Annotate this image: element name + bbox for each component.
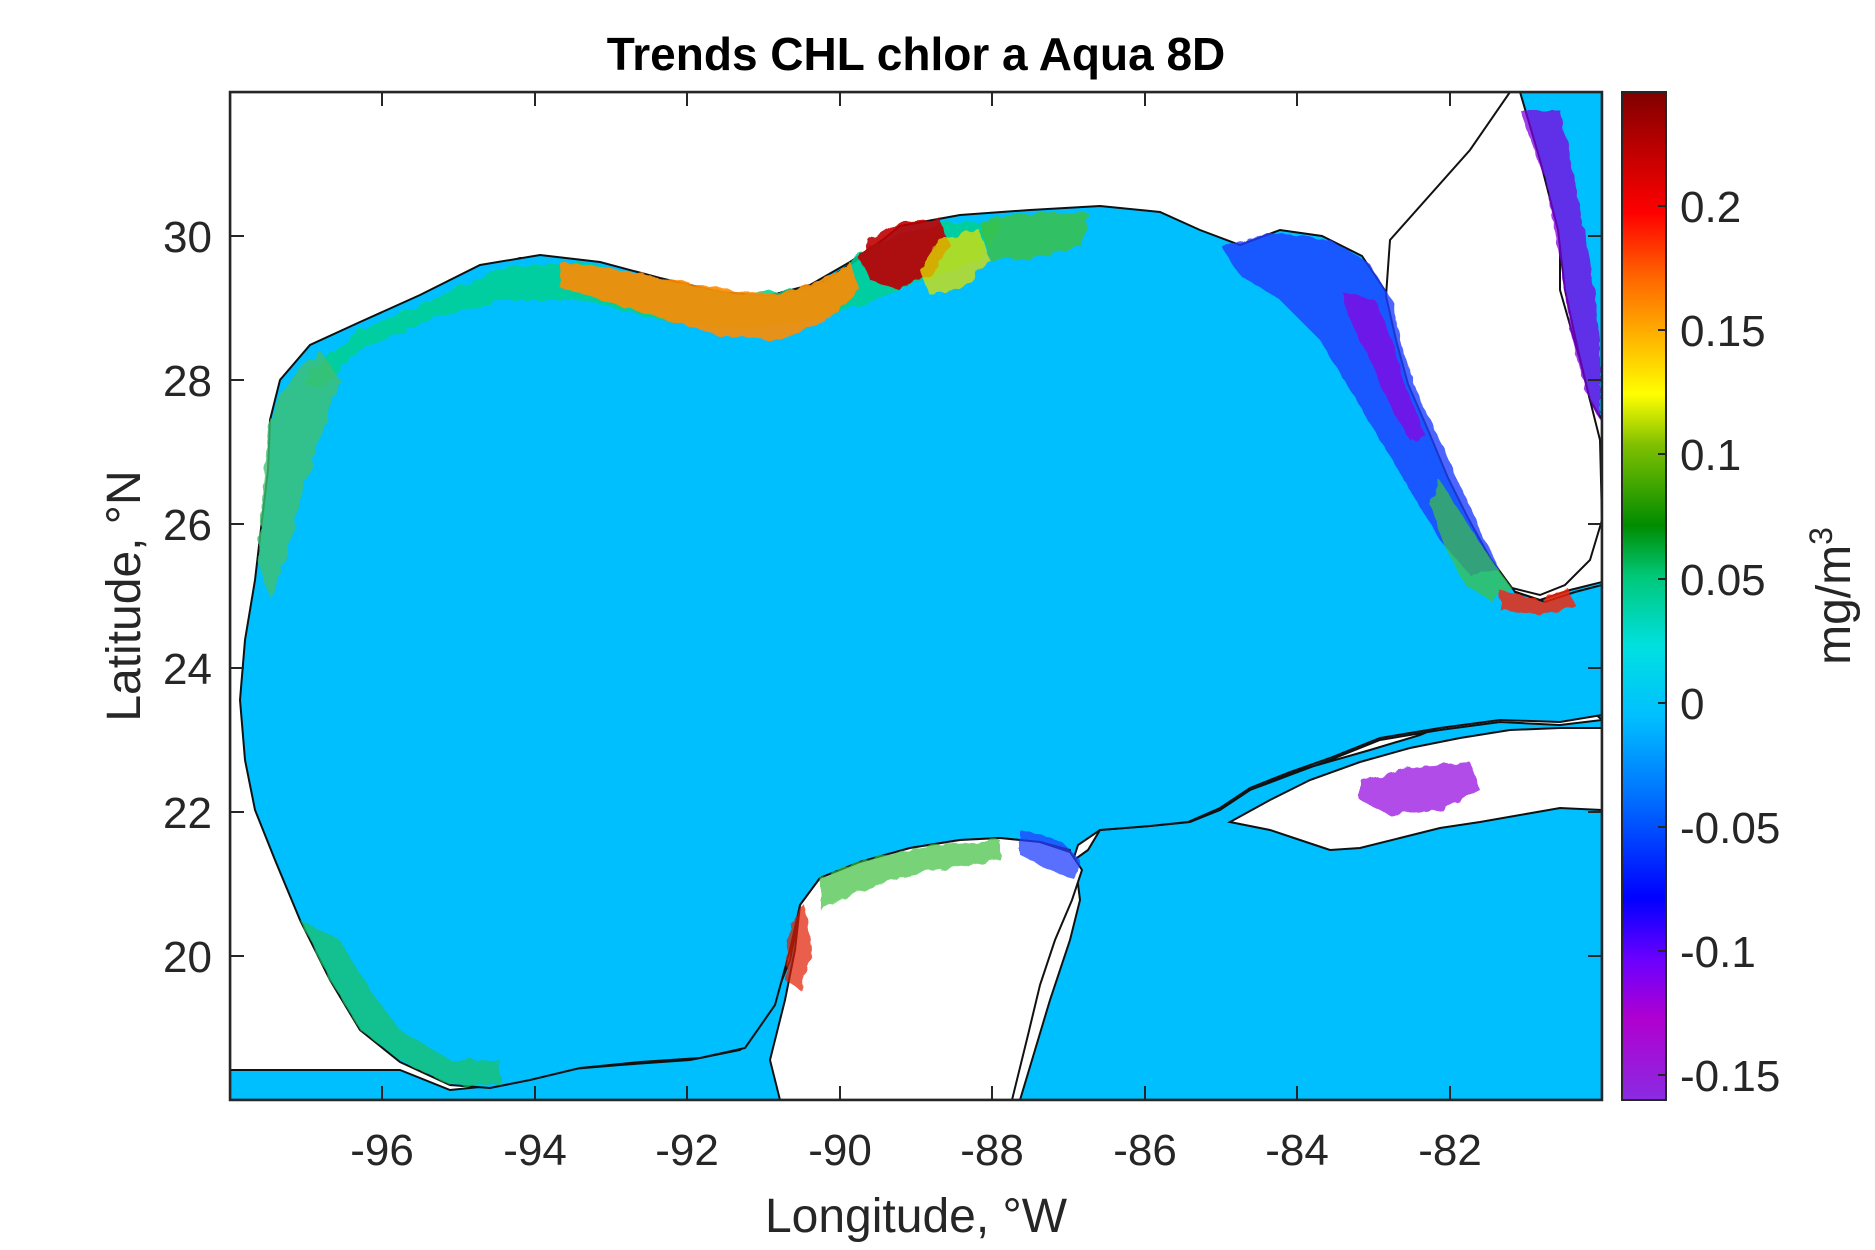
y-tick-label: 30 [163, 213, 212, 262]
colorbar: 0.2 0.15 0.1 0.05 0 -0.05 -0.1 -0.15 mg/… [1621, 91, 1861, 1101]
x-tick-label: -86 [1113, 1126, 1177, 1175]
colorbar-tick-label: 0 [1680, 680, 1704, 729]
y-axis-label: Latitude, °N [98, 470, 151, 721]
map-panel [230, 92, 1602, 1100]
x-tick-label: -92 [655, 1126, 719, 1175]
trend-band-blue-yucatan [1020, 830, 1080, 880]
trend-band-orange-north [560, 262, 860, 340]
colorbar-tick-label: 0.2 [1680, 183, 1741, 232]
trend-band-purple-florida [1340, 290, 1425, 440]
x-tick-label: -84 [1265, 1126, 1329, 1175]
colorbar-tick-label: 0.1 [1680, 431, 1741, 480]
x-tick-label: -96 [350, 1126, 414, 1175]
yucatan-land [768, 836, 1084, 1100]
y-tick-label: 28 [163, 357, 212, 406]
trend-band-red-keys [1500, 590, 1575, 615]
colorbar-label-superscript: 3 [1803, 527, 1839, 545]
trend-band-purple-atlantic [1520, 110, 1600, 420]
y-tick-marks [230, 235, 1602, 957]
trend-overlay [258, 110, 1600, 1085]
x-tick-label: -90 [808, 1126, 872, 1175]
trend-band-blue-florida [1220, 232, 1500, 575]
x-tick-marks [381, 92, 1451, 1100]
y-tick-labels: 30 28 26 24 22 20 [163, 213, 212, 982]
x-tick-label: -88 [960, 1126, 1024, 1175]
colorbar-label: mg/m3 [1803, 527, 1861, 665]
trend-band-green-florida [1430, 480, 1512, 600]
axes-border [228, 90, 1604, 1102]
map-title: Trends CHL chlor a Aqua 8D [607, 28, 1226, 80]
colorbar-tick-label: -0.15 [1680, 1052, 1780, 1101]
colorbar-tick-label: -0.05 [1680, 804, 1780, 853]
x-tick-label: -94 [503, 1126, 567, 1175]
trend-band-purple-cuba [1360, 762, 1480, 815]
y-tick-label: 24 [163, 645, 212, 694]
x-tick-labels: -96 -94 -92 -90 -88 -86 -84 -82 [350, 1126, 1482, 1175]
y-tick-label: 26 [163, 501, 212, 550]
y-tick-label: 20 [163, 933, 212, 982]
gulf-body [238, 204, 1602, 1100]
colorbar-tick-label: 0.15 [1680, 307, 1766, 356]
trend-band-green-south [300, 920, 500, 1085]
x-tick-label: -82 [1418, 1126, 1482, 1175]
trend-band-yellow-north [920, 230, 990, 295]
colorbar-tick-label: -0.1 [1680, 928, 1756, 977]
colorbar-gradient [1621, 91, 1667, 1101]
trend-band-green-campeche [820, 840, 1000, 910]
colorbar-tick-label: 0.05 [1680, 556, 1766, 605]
colorbar-tick-marks [1658, 205, 1666, 1076]
colorbar-label-text: mg/m [1808, 545, 1861, 665]
trend-band-green-west [258, 350, 340, 600]
y-tick-label: 22 [163, 789, 212, 838]
trend-band-green-delta [980, 212, 1090, 260]
trend-band-red-tabasco [785, 905, 812, 990]
x-axis-label: Longitude, °W [765, 1190, 1068, 1243]
